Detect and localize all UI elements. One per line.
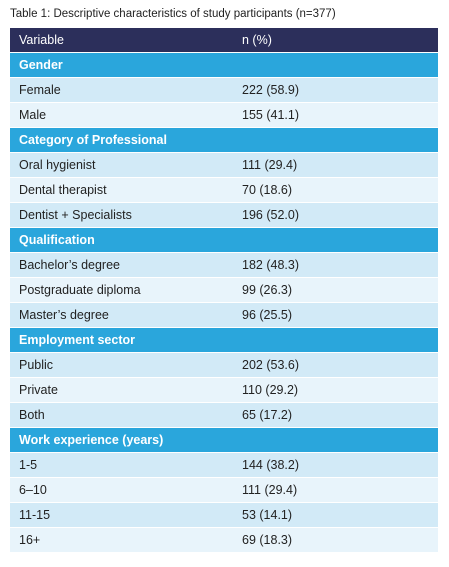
label-cell: Postgraduate diploma bbox=[10, 277, 233, 303]
section-row: Work experience (years) bbox=[10, 427, 438, 453]
section-row: Gender bbox=[10, 52, 438, 78]
value-cell: 144 (38.2) bbox=[233, 452, 438, 478]
data-row: Master’s degree 96 (25.5) bbox=[10, 302, 438, 328]
value-cell: 182 (48.3) bbox=[233, 252, 438, 278]
data-row: Bachelor’s degree 182 (48.3) bbox=[10, 252, 438, 278]
data-row: Postgraduate diploma 99 (26.3) bbox=[10, 277, 438, 303]
data-row: 6–10 111 (29.4) bbox=[10, 477, 438, 503]
section-row: Qualification bbox=[10, 227, 438, 253]
label-cell: Oral hygienist bbox=[10, 152, 233, 178]
value-cell: 111 (29.4) bbox=[233, 152, 438, 178]
data-row: Dental therapist 70 (18.6) bbox=[10, 177, 438, 203]
label-cell: Private bbox=[10, 377, 233, 403]
label-cell: Female bbox=[10, 77, 233, 103]
data-row: 1-5 144 (38.2) bbox=[10, 452, 438, 478]
value-cell: 202 (53.6) bbox=[233, 352, 438, 378]
label-cell: Male bbox=[10, 102, 233, 128]
section-title: Qualification bbox=[10, 227, 438, 253]
data-row: Male 155 (41.1) bbox=[10, 102, 438, 128]
value-cell: 111 (29.4) bbox=[233, 477, 438, 503]
section-row: Employment sector bbox=[10, 327, 438, 353]
section-row: Category of Professional bbox=[10, 127, 438, 153]
value-cell: 70 (18.6) bbox=[233, 177, 438, 203]
value-cell: 96 (25.5) bbox=[233, 302, 438, 328]
label-cell: 16+ bbox=[10, 527, 233, 553]
header-cell: Variable bbox=[10, 28, 233, 53]
section-title: Category of Professional bbox=[10, 127, 438, 153]
header-row: Variable n (%) bbox=[10, 28, 438, 53]
value-cell: 155 (41.1) bbox=[233, 102, 438, 128]
data-row: 16+ 69 (18.3) bbox=[10, 527, 438, 553]
section-title: Employment sector bbox=[10, 327, 438, 353]
value-cell: 222 (58.9) bbox=[233, 77, 438, 103]
label-cell: 11-15 bbox=[10, 502, 233, 528]
label-cell: 1-5 bbox=[10, 452, 233, 478]
label-cell: Both bbox=[10, 402, 233, 428]
data-row: Dentist + Specialists 196 (52.0) bbox=[10, 202, 438, 228]
caption: Table 1: Descriptive characteristics of … bbox=[10, 8, 336, 20]
value-cell: 53 (14.1) bbox=[233, 502, 438, 528]
section-title: Work experience (years) bbox=[10, 427, 438, 453]
label-cell: Bachelor’s degree bbox=[10, 252, 233, 278]
value-cell: 69 (18.3) bbox=[233, 527, 438, 553]
label-cell: Dental therapist bbox=[10, 177, 233, 203]
label-cell: Master’s degree bbox=[10, 302, 233, 328]
label-cell: Dentist + Specialists bbox=[10, 202, 233, 228]
data-row: Oral hygienist 111 (29.4) bbox=[10, 152, 438, 178]
label-cell: Public bbox=[10, 352, 233, 378]
section-title: Gender bbox=[10, 52, 438, 78]
value-cell: 65 (17.2) bbox=[233, 402, 438, 428]
label-cell: 6–10 bbox=[10, 477, 233, 503]
data-row: Female 222 (58.9) bbox=[10, 77, 438, 103]
header-cell: n (%) bbox=[233, 28, 438, 53]
data-row: Both 65 (17.2) bbox=[10, 402, 438, 428]
value-cell: 110 (29.2) bbox=[233, 377, 438, 403]
data-row: 11-15 53 (14.1) bbox=[10, 502, 438, 528]
data-row: Public 202 (53.6) bbox=[10, 352, 438, 378]
value-cell: 196 (52.0) bbox=[233, 202, 438, 228]
table: Variable n (%) Gender Female 222 (58.9) Male 1… bbox=[10, 28, 438, 553]
value-cell: 99 (26.3) bbox=[233, 277, 438, 303]
data-row: Private 110 (29.2) bbox=[10, 377, 438, 403]
